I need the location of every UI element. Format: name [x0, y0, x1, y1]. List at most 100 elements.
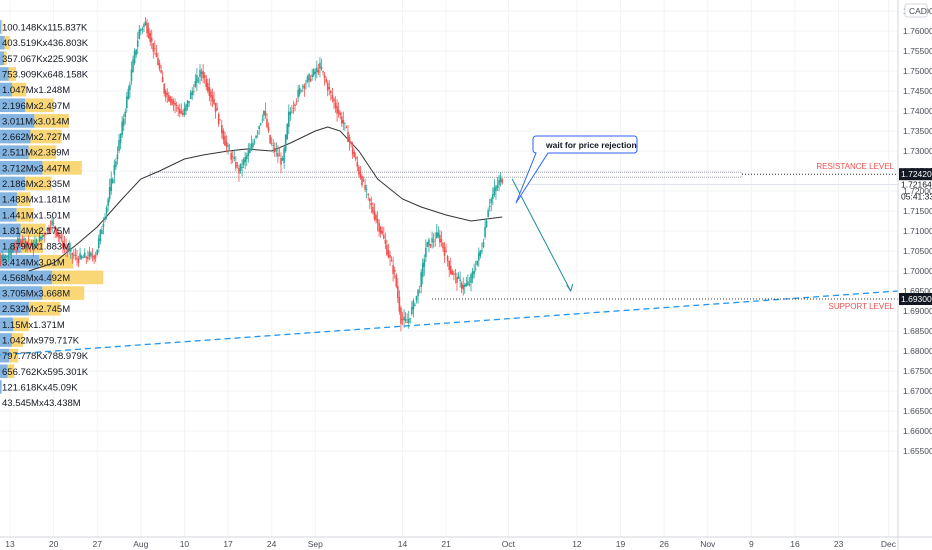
candle-body [468, 284, 471, 285]
volume-profile-up-bar [0, 286, 43, 300]
candle-body [199, 69, 201, 77]
candle-body [404, 318, 407, 321]
candle-body [35, 239, 38, 245]
volume-profile-label: 2.196Mx2.497M [2, 101, 70, 112]
volume-profile-down-bar [42, 286, 85, 300]
candle-body [7, 255, 10, 257]
candle-body [231, 156, 234, 157]
candle-body [88, 252, 91, 257]
price-tick-label: 1.68000 [903, 346, 932, 356]
candle-body [414, 304, 416, 306]
candle-body [488, 206, 491, 207]
candle-body [278, 155, 281, 157]
candle-body [97, 238, 100, 248]
candle-body [136, 40, 139, 47]
candle-body [15, 247, 18, 248]
volume-profile-up-bar [0, 364, 8, 379]
time-tick-label: 24 [267, 539, 277, 549]
price-tick-label: 1.72000 [903, 186, 932, 196]
candle-body [420, 272, 422, 287]
callout-text: wait for price rejection [545, 140, 637, 150]
candle-body [133, 51, 136, 63]
candle-body [267, 127, 270, 131]
candle-body [492, 194, 494, 199]
candle-body [263, 110, 265, 116]
candle-body [164, 91, 167, 98]
candle-body [379, 227, 382, 234]
candle-body [113, 164, 116, 175]
candle-body [306, 76, 309, 82]
candle-body [49, 227, 52, 230]
volume-profile-down-bar [11, 333, 24, 347]
candle-body [132, 59, 134, 72]
candle-body [300, 90, 303, 92]
candle-body [292, 108, 295, 109]
candle-body [323, 75, 326, 79]
candle-body [407, 318, 410, 323]
candle-body [236, 165, 239, 166]
candle-body [342, 120, 345, 124]
candle-body [457, 276, 460, 279]
candle-body [370, 203, 373, 206]
candle-body [18, 238, 21, 243]
candle-body [141, 28, 144, 30]
candle-body [77, 259, 80, 264]
candle-body [358, 167, 360, 175]
candle-body [171, 99, 173, 105]
volume-profile-label: 1.879Mx1.883M [2, 242, 70, 253]
candle-body [334, 102, 337, 109]
candle-body [368, 198, 371, 202]
candle-body [348, 137, 351, 143]
candle-body [87, 257, 89, 260]
candle-body [253, 141, 256, 143]
candle-body [54, 226, 56, 231]
candle-body [309, 78, 312, 82]
candle-body [303, 85, 306, 89]
candle-body [435, 232, 438, 238]
candlestick-series [0, 17, 503, 332]
candle-body [202, 71, 204, 79]
candle-body [68, 248, 70, 250]
candle-body [372, 207, 374, 213]
candle-body [258, 126, 260, 129]
volume-profile-down-bar [9, 348, 19, 363]
price-tick-label: 1.69000 [903, 306, 932, 316]
candle-body [105, 207, 108, 213]
candle-body [434, 239, 436, 241]
volume-profile [0, 20, 104, 394]
volume-profile-down-bar [25, 98, 54, 113]
candle-body [280, 158, 282, 165]
volume-profile-down-bar [11, 82, 27, 97]
candle-body [487, 210, 489, 217]
candle-body [216, 108, 218, 111]
candle-body [386, 245, 388, 255]
candle-body [479, 250, 482, 256]
candle-body [63, 244, 66, 248]
candle-body [23, 238, 25, 240]
candle-body [2, 256, 5, 259]
annotation-callout: wait for price rejection [515, 135, 638, 204]
candle-body [189, 92, 192, 99]
candle-body [381, 231, 384, 234]
candle-body [298, 87, 301, 94]
volume-profile-labels: 100.148Kx115.837K 403.519Kx436.803K 357.06… [2, 23, 89, 410]
candle-body [291, 111, 293, 113]
volume-profile-up-bar [0, 207, 17, 222]
volume-profile-label: 1.15Mx1.371M [2, 320, 65, 331]
volume-profile-down-bar [16, 192, 31, 206]
price-axis: 1.65500 1.66000 1.66500 1.67000 1.67500 1.680… [897, 0, 932, 550]
candle-body [46, 227, 49, 231]
candle-body [213, 99, 215, 105]
candle-body [239, 163, 242, 171]
horizontal-levels: RESISTANCE LEVEL SUPPORT LEVEL [149, 162, 898, 311]
candle-body [178, 109, 181, 114]
candle-body [65, 247, 67, 249]
candle-body [283, 148, 285, 163]
time-axis: 13 20 27 Aug 10 17 24 Sep 14 21 Oct 12 19 26 Nov 9 16 23 D… [0, 536, 932, 549]
candle-body [185, 104, 187, 111]
time-tick-label: 9 [749, 539, 754, 549]
price-tick-label: 1.75500 [903, 46, 932, 56]
candle-body [110, 178, 113, 191]
price-tick-label: 1.73000 [903, 146, 932, 156]
